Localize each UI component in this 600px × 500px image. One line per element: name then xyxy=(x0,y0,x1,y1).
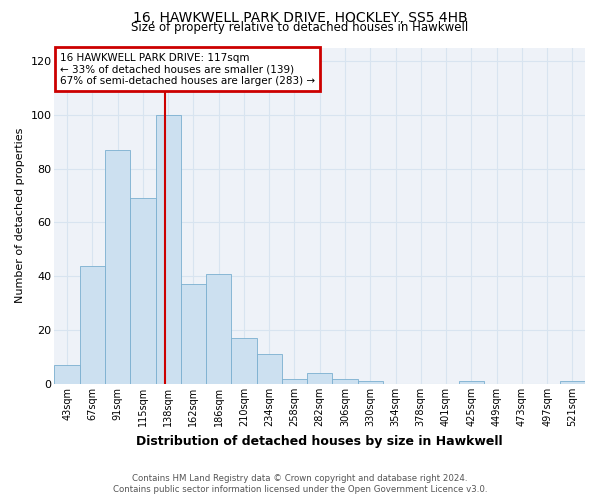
Bar xyxy=(332,378,358,384)
Bar xyxy=(560,382,585,384)
Bar xyxy=(257,354,282,384)
Bar xyxy=(232,338,257,384)
Y-axis label: Number of detached properties: Number of detached properties xyxy=(15,128,25,304)
Bar xyxy=(130,198,155,384)
Bar xyxy=(458,382,484,384)
Text: Size of property relative to detached houses in Hawkwell: Size of property relative to detached ho… xyxy=(131,21,469,34)
Bar xyxy=(307,373,332,384)
Text: 16, HAWKWELL PARK DRIVE, HOCKLEY, SS5 4HB: 16, HAWKWELL PARK DRIVE, HOCKLEY, SS5 4H… xyxy=(133,11,467,25)
Bar xyxy=(206,274,232,384)
Text: 16 HAWKWELL PARK DRIVE: 117sqm
← 33% of detached houses are smaller (139)
67% of: 16 HAWKWELL PARK DRIVE: 117sqm ← 33% of … xyxy=(60,52,315,86)
Bar xyxy=(80,266,105,384)
Bar xyxy=(282,378,307,384)
Bar xyxy=(155,115,181,384)
X-axis label: Distribution of detached houses by size in Hawkwell: Distribution of detached houses by size … xyxy=(136,434,503,448)
Bar xyxy=(181,284,206,384)
Bar xyxy=(55,365,80,384)
Text: Contains HM Land Registry data © Crown copyright and database right 2024.
Contai: Contains HM Land Registry data © Crown c… xyxy=(113,474,487,494)
Bar xyxy=(358,382,383,384)
Bar xyxy=(105,150,130,384)
